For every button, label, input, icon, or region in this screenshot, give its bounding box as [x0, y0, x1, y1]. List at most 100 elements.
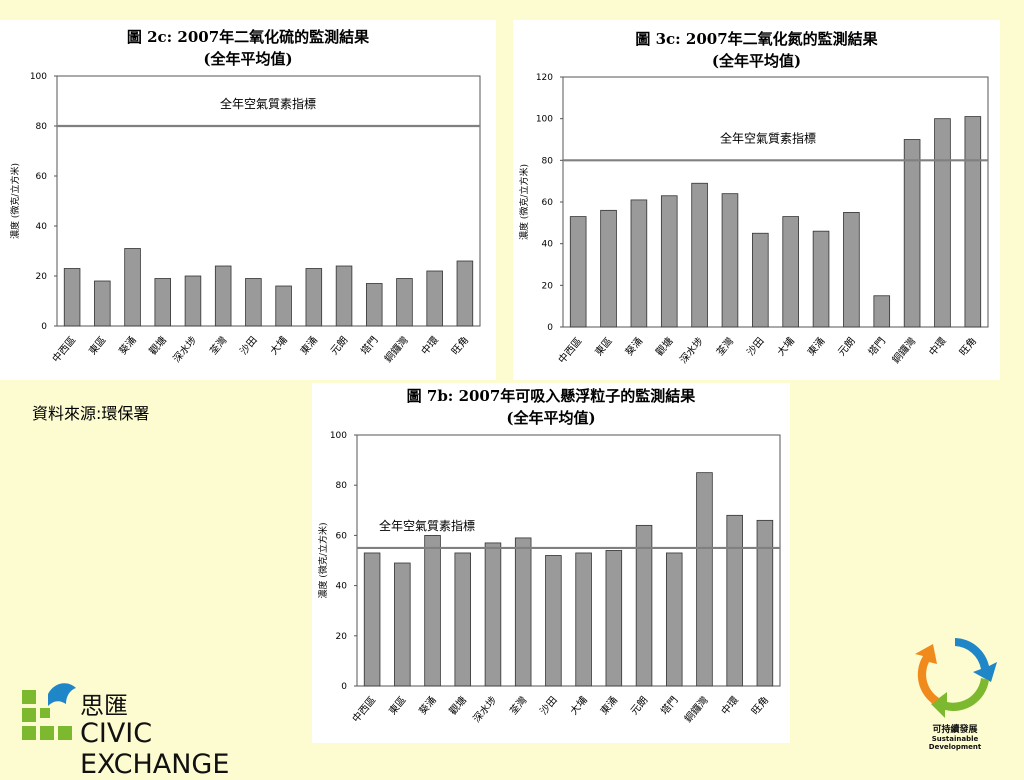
bar [305, 268, 323, 327]
x-tick-label: 東區 [86, 334, 109, 358]
bar [600, 209, 617, 328]
x-tick-label: 中環 [926, 335, 949, 359]
x-tick-label: 銅鑼灣 [382, 334, 411, 365]
bar [569, 216, 587, 328]
x-tick-label: 東涌 [805, 335, 828, 359]
bar [812, 230, 830, 328]
y-tick-label: 80 [36, 122, 48, 132]
y-tick-label: 40 [542, 240, 554, 250]
y-tick-label: 20 [36, 272, 48, 282]
bar [934, 118, 951, 328]
bar [275, 285, 292, 327]
x-tick-label: 中環 [718, 694, 741, 718]
x-tick-label: 觀塘 [146, 334, 169, 358]
x-tick-label: 深水埗 [470, 694, 499, 725]
chart-subtitle: (全年平均值) [203, 50, 292, 68]
y-tick-label: 40 [336, 582, 348, 592]
y-tick-label: 100 [30, 72, 47, 82]
bar [396, 278, 413, 327]
x-tick-label: 元朗 [328, 334, 350, 357]
x-tick-label: 沙田 [745, 335, 767, 358]
so2-chart: 圖 2c: 2007年二氧化硫的監測結果 (全年平均值) 0 20 40 60 80 100 濃… [9, 28, 481, 365]
bar [424, 534, 441, 687]
x-tick-label: 旺角 [449, 334, 471, 357]
civic-exchange-emblem [22, 683, 76, 740]
x-tick-label: 中西區 [349, 694, 378, 725]
x-tick-label: 葵涌 [117, 334, 139, 357]
bar [63, 268, 81, 327]
civic-exchange-english: CIVIC EXCHANGE [80, 718, 230, 780]
bar [635, 524, 653, 687]
x-tick-label: 大埔 [567, 694, 590, 718]
bar [873, 295, 891, 328]
x-tick-label: 東區 [386, 694, 409, 718]
chart-title: 圖 2c: 2007年二氧化硫的監測結果 [127, 28, 370, 46]
x-tick-label: 中西區 [555, 335, 584, 366]
y-tick-label: 0 [547, 323, 553, 333]
x-tick-label: 元朗 [836, 335, 858, 358]
x-tick-label: 旺角 [749, 694, 771, 717]
x-tick-label: 荃灣 [713, 335, 736, 359]
chart-subtitle: (全年平均值) [506, 409, 595, 427]
bar [365, 283, 383, 327]
sustainable-development-chinese: 可持續發展 [932, 725, 978, 735]
x-tick-label: 沙田 [538, 694, 560, 717]
plot-area [562, 76, 989, 328]
x-tick-label: 沙田 [238, 334, 260, 357]
sustainable-development-english: Sustainable Development [928, 735, 982, 751]
x-tick-label: 旺角 [957, 335, 979, 358]
x-tick-label: 葵涌 [623, 335, 645, 358]
bar [665, 552, 683, 687]
bar [696, 472, 713, 687]
bar [454, 552, 472, 687]
x-tick-label: 塔門 [658, 694, 681, 718]
x-tick-label: 荃灣 [507, 694, 530, 718]
y-axis-label: 濃度 (微克/立方米) [518, 164, 530, 240]
bar [484, 542, 502, 687]
bar [575, 552, 592, 687]
bar [782, 216, 799, 328]
bar [184, 275, 202, 327]
chart-panel-so2: 圖 2c: 2007年二氧化硫的監測結果 (全年平均值) 0 20 40 60 80 100 濃… [0, 20, 496, 380]
chart-subtitle: (全年平均值) [712, 52, 801, 70]
x-tick-label: 銅鑼灣 [682, 694, 711, 725]
x-tick-label: 深水埗 [170, 334, 199, 365]
x-tick-label: 中環 [418, 334, 441, 358]
bar [630, 199, 648, 328]
reference-label: 全年空氣質素指標 [220, 96, 316, 111]
bar [363, 552, 381, 687]
bar [154, 278, 172, 327]
x-tick-label: 元朗 [628, 694, 650, 717]
y-axis-label: 濃度 (微克/立方米) [9, 163, 21, 239]
bar [545, 555, 562, 687]
bar [726, 514, 743, 687]
bar [335, 265, 353, 327]
plot-area [56, 75, 481, 327]
bar [964, 116, 982, 328]
bar [691, 182, 708, 328]
y-tick-label: 0 [41, 322, 47, 332]
no2-chart: 圖 3c: 2007年二氧化氮的監測結果 (全年平均值) 0 20 40 60 80 100 1… [518, 30, 989, 366]
bar [214, 265, 232, 327]
x-tick-label: 東涌 [297, 334, 320, 358]
x-tick-label: 深水埗 [677, 335, 706, 366]
y-tick-label: 60 [336, 531, 348, 541]
reference-label: 全年空氣質素指標 [720, 130, 816, 145]
civic-exchange-logo: 思匯 CIVIC EXCHANGE [18, 678, 298, 780]
y-tick-label: 20 [542, 281, 554, 291]
x-tick-label: 荃灣 [207, 334, 230, 358]
bar [426, 270, 443, 327]
bar [514, 537, 532, 687]
y-tick-label: 0 [341, 682, 347, 692]
y-tick-label: 80 [542, 156, 554, 166]
bar [94, 280, 111, 327]
y-tick-label: 80 [336, 481, 348, 491]
bar [456, 260, 474, 327]
bar [903, 139, 921, 328]
chart-panel-rsp: 圖 7b: 2007年可吸入懸浮粒子的監測結果 (全年平均值) 0 20 40 60 80 1… [312, 383, 790, 743]
civic-exchange-chinese: 思匯 [80, 692, 128, 720]
y-tick-label: 120 [536, 73, 553, 83]
y-tick-label: 60 [542, 198, 554, 208]
x-tick-label: 觀塘 [446, 694, 469, 718]
bar [124, 248, 141, 327]
